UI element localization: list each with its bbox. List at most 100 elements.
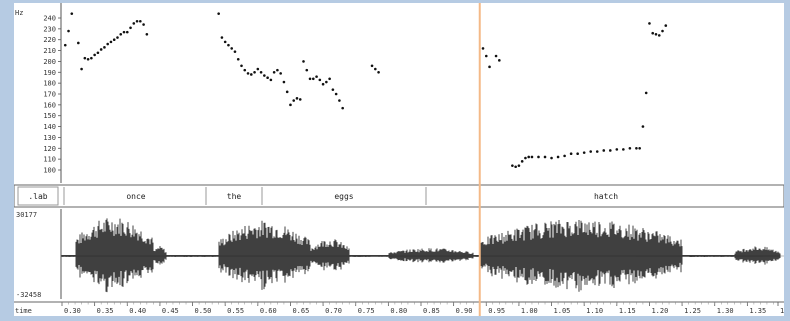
pitch-point bbox=[635, 146, 638, 150]
pitch-point bbox=[494, 54, 498, 58]
waveform-trace bbox=[61, 218, 781, 293]
pitch-point bbox=[263, 74, 266, 77]
pitch-point bbox=[116, 36, 119, 39]
pitch-point bbox=[295, 97, 299, 100]
time-tick-label: 1.30 bbox=[717, 307, 734, 315]
time-axis-name: time bbox=[15, 307, 32, 315]
pitch-tick-label: 120 bbox=[43, 145, 56, 153]
time-tick-label: 0.60 bbox=[260, 307, 277, 315]
pitch-tick-label: 190 bbox=[43, 69, 56, 77]
pitch-tick-label: 130 bbox=[43, 134, 56, 142]
pitch-point bbox=[657, 34, 661, 37]
pitch-point bbox=[279, 72, 282, 75]
pitch-point bbox=[266, 76, 269, 80]
pitch-point bbox=[80, 67, 83, 71]
pitch-point bbox=[341, 106, 344, 110]
time-tick-label: 1.05 bbox=[554, 307, 571, 315]
pitch-point bbox=[498, 59, 501, 62]
pitch-point bbox=[236, 57, 240, 61]
pitch-point bbox=[139, 19, 142, 23]
pitch-point bbox=[524, 156, 527, 160]
pitch-tick-label: 230 bbox=[43, 25, 56, 33]
pitch-point bbox=[86, 57, 90, 61]
word-label-eggs[interactable]: eggs bbox=[334, 192, 353, 201]
pitch-point bbox=[83, 56, 87, 60]
pitch-point bbox=[595, 150, 599, 153]
pitch-point bbox=[321, 82, 325, 86]
pitch-point bbox=[220, 36, 224, 39]
pitch-point bbox=[514, 165, 517, 169]
pitch-tick-label: 170 bbox=[43, 91, 56, 99]
pitch-point bbox=[638, 146, 641, 150]
pitch-point bbox=[651, 31, 655, 35]
time-tick-label: 0.30 bbox=[64, 307, 81, 315]
pitch-point bbox=[648, 22, 651, 25]
speech-analysis-canvas: Hz 2402302202102001901801701601501401301… bbox=[14, 3, 784, 316]
time-tick-label: 0.85 bbox=[423, 307, 440, 315]
pitch-point bbox=[328, 77, 331, 81]
pitch-point bbox=[641, 125, 645, 128]
pitch-point bbox=[77, 41, 80, 45]
pitch-point bbox=[325, 80, 328, 84]
pitch-point bbox=[249, 73, 253, 76]
pitch-point bbox=[661, 29, 664, 33]
pitch-contour bbox=[63, 12, 668, 169]
pitch-point bbox=[569, 152, 573, 156]
pitch-point bbox=[106, 42, 109, 46]
time-tick-label: 1.25 bbox=[684, 307, 701, 315]
pitch-point bbox=[530, 155, 534, 159]
time-tick-label: 0.75 bbox=[358, 307, 375, 315]
time-tick-label: 0.55 bbox=[227, 307, 244, 315]
time-tick-label: 0.50 bbox=[195, 307, 212, 315]
pitch-point bbox=[70, 12, 74, 15]
time-tick-label: 0.40 bbox=[129, 307, 146, 315]
pitch-point bbox=[132, 22, 136, 25]
pitch-point bbox=[484, 54, 488, 58]
pitch-point bbox=[112, 38, 116, 42]
word-label-once[interactable]: once bbox=[126, 192, 145, 201]
pitch-point bbox=[63, 43, 67, 47]
pitch-point bbox=[223, 40, 227, 44]
pitch-point bbox=[67, 29, 70, 33]
pitch-point bbox=[276, 68, 279, 72]
pitch-point bbox=[96, 51, 100, 55]
waveform-max-label: 30177 bbox=[16, 211, 37, 219]
pitch-point bbox=[305, 68, 309, 72]
pitch-point bbox=[145, 32, 149, 36]
pitch-point bbox=[282, 80, 286, 84]
pitch-point bbox=[90, 56, 93, 60]
pitch-point bbox=[227, 43, 230, 47]
speech-analysis-display: Hz 240 230 220 210 200 190 180 170 160 150 140 130 1… bbox=[14, 3, 784, 316]
time-tick-label: 0.70 bbox=[325, 307, 342, 315]
pitch-point bbox=[93, 53, 96, 57]
time-tick-label: 1 bbox=[780, 307, 784, 315]
pitch-tick-label: 240 bbox=[43, 15, 56, 23]
pitch-point bbox=[654, 32, 658, 36]
pitch-tick-label: 220 bbox=[43, 36, 56, 44]
pitch-point bbox=[246, 72, 250, 75]
pitch-point bbox=[129, 26, 132, 30]
pitch-point bbox=[272, 70, 276, 74]
pitch-point bbox=[109, 40, 113, 44]
pitch-point bbox=[256, 67, 260, 71]
word-label-the[interactable]: the bbox=[227, 192, 242, 201]
pitch-point bbox=[511, 164, 514, 167]
pitch-point bbox=[563, 154, 566, 158]
pitch-point bbox=[253, 70, 256, 74]
pitch-tick-label: 210 bbox=[43, 47, 56, 55]
waveform-min-label: -32458 bbox=[16, 291, 41, 299]
pitch-point bbox=[230, 47, 234, 50]
word-label-hatch[interactable]: hatch bbox=[594, 192, 618, 201]
pitch-point bbox=[527, 155, 530, 159]
pitch-tick-label: 110 bbox=[43, 156, 56, 164]
pitch-point bbox=[520, 160, 524, 163]
pitch-point bbox=[285, 90, 289, 94]
pitch-point bbox=[556, 155, 560, 159]
pitch-tick-label: 150 bbox=[43, 112, 56, 120]
time-tick-label: 0.95 bbox=[488, 307, 505, 315]
time-tick-label: 0.80 bbox=[390, 307, 407, 315]
label-tier: .lab once the eggs hatch bbox=[14, 184, 784, 208]
pitch-point bbox=[119, 32, 123, 36]
time-tick-label: 1.10 bbox=[586, 307, 603, 315]
time-tick-label: 1.15 bbox=[619, 307, 636, 315]
